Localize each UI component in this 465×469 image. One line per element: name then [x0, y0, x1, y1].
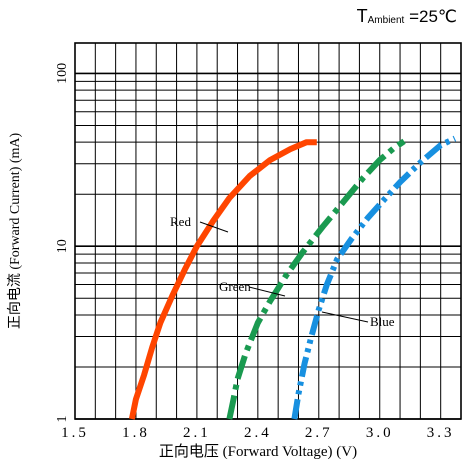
y-axis-title: 正向电流 (Forward Current) (mA)	[7, 132, 23, 329]
annotation-green: Green	[219, 279, 251, 294]
annotation-leader-green	[248, 286, 286, 297]
x-tick-label: 2.7	[305, 425, 333, 441]
x-tick-label: 1.5	[61, 425, 89, 441]
annotation-leader-blue	[321, 311, 369, 323]
series-blue-curve	[291, 135, 457, 420]
annotation-red: Red	[170, 214, 191, 229]
plot-frame	[74, 42, 462, 420]
annotation-leader-red	[199, 221, 229, 233]
temp-subscript: Ambient	[367, 15, 405, 26]
y-tick-label: 100	[55, 63, 70, 84]
temp-value: =25℃	[409, 7, 457, 26]
x-tick-label: 3.0	[366, 425, 394, 441]
x-axis-title: 正向电压 (Forward Voltage) (V)	[159, 443, 357, 460]
x-tick-label: 2.1	[183, 425, 211, 441]
x-tick-label: 2.4	[244, 425, 272, 441]
ambient-temperature-label: TAmbient =25℃	[357, 6, 457, 27]
x-tick-label: 1.8	[122, 425, 150, 441]
y-tick-label: 1	[55, 416, 70, 423]
series-red-curve	[128, 139, 317, 420]
y-tick-label: 10	[55, 239, 70, 253]
series-green-curve	[226, 138, 406, 420]
temp-symbol: T	[356, 6, 368, 26]
annotation-blue: Blue	[370, 314, 395, 329]
x-tick-label: 3.3	[427, 425, 455, 441]
